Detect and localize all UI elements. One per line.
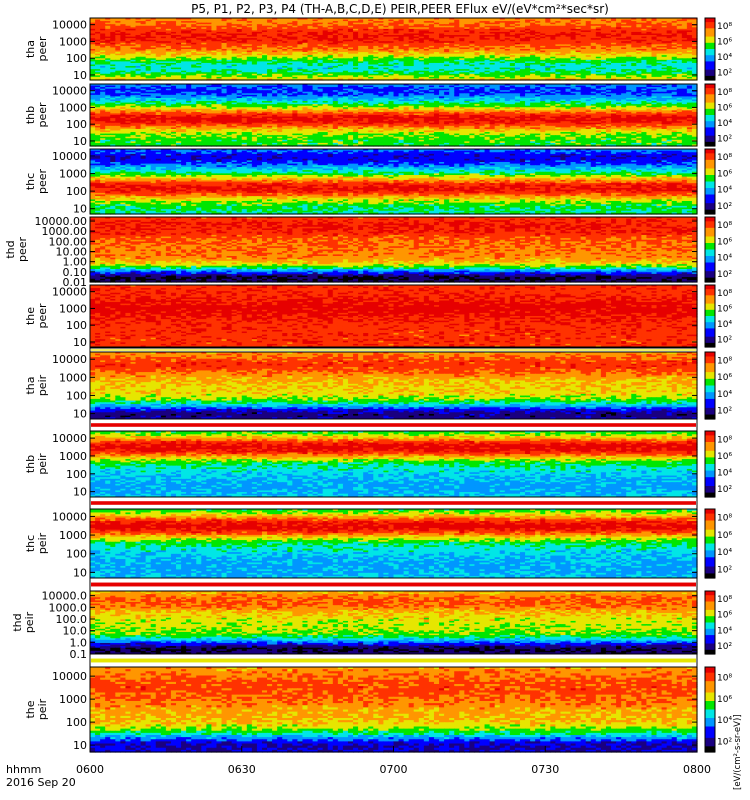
spectrogram-figure: P5, P1, P2, P3, P4 (TH-A,B,C,D,E) PEIR,P… — [0, 0, 750, 800]
heatmap-tha-peer — [90, 18, 698, 81]
figure-title: P5, P1, P2, P3, P4 (TH-A,B,C,D,E) PEIR,P… — [191, 2, 609, 16]
